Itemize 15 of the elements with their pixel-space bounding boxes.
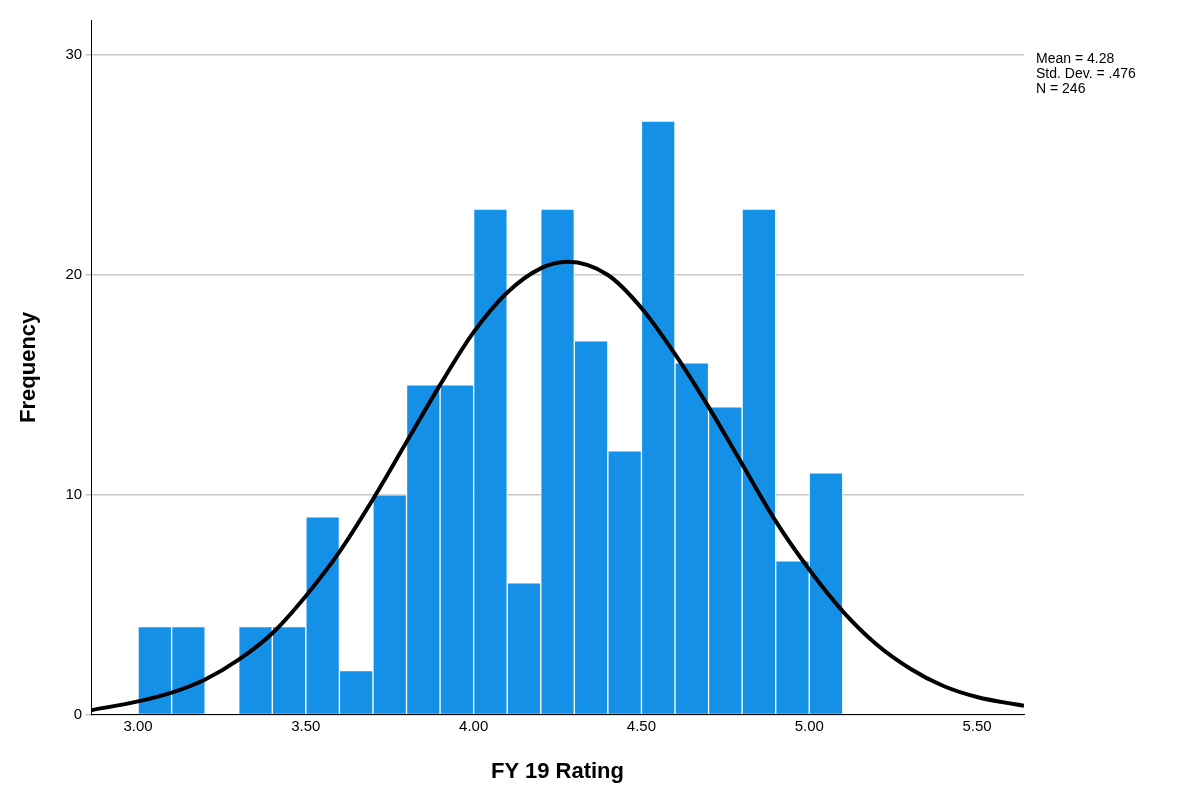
y-tick-label: 0 — [73, 704, 83, 722]
text: Mean = 4.28 — [1036, 49, 1115, 66]
x-axis-title: FY 19 Rating — [491, 757, 624, 783]
y-tick-label: 20 — [65, 265, 83, 283]
x-tick-label: 4.50 — [626, 716, 657, 734]
x-tick-label: 5.50 — [962, 716, 992, 734]
y-tick-label: 30 — [65, 45, 83, 63]
y-tick-label: 10 — [65, 484, 83, 502]
x-tick-label: 3.00 — [123, 716, 153, 734]
y-axis-title: Frequency — [15, 310, 41, 423]
text: Std. Dev. = .476 — [1036, 64, 1136, 81]
x-tick-label: 4.00 — [459, 716, 489, 734]
x-tick-label: 5.00 — [794, 716, 824, 734]
text: N = 246 — [1036, 79, 1086, 96]
x-tick-label: 3.50 — [291, 716, 321, 734]
